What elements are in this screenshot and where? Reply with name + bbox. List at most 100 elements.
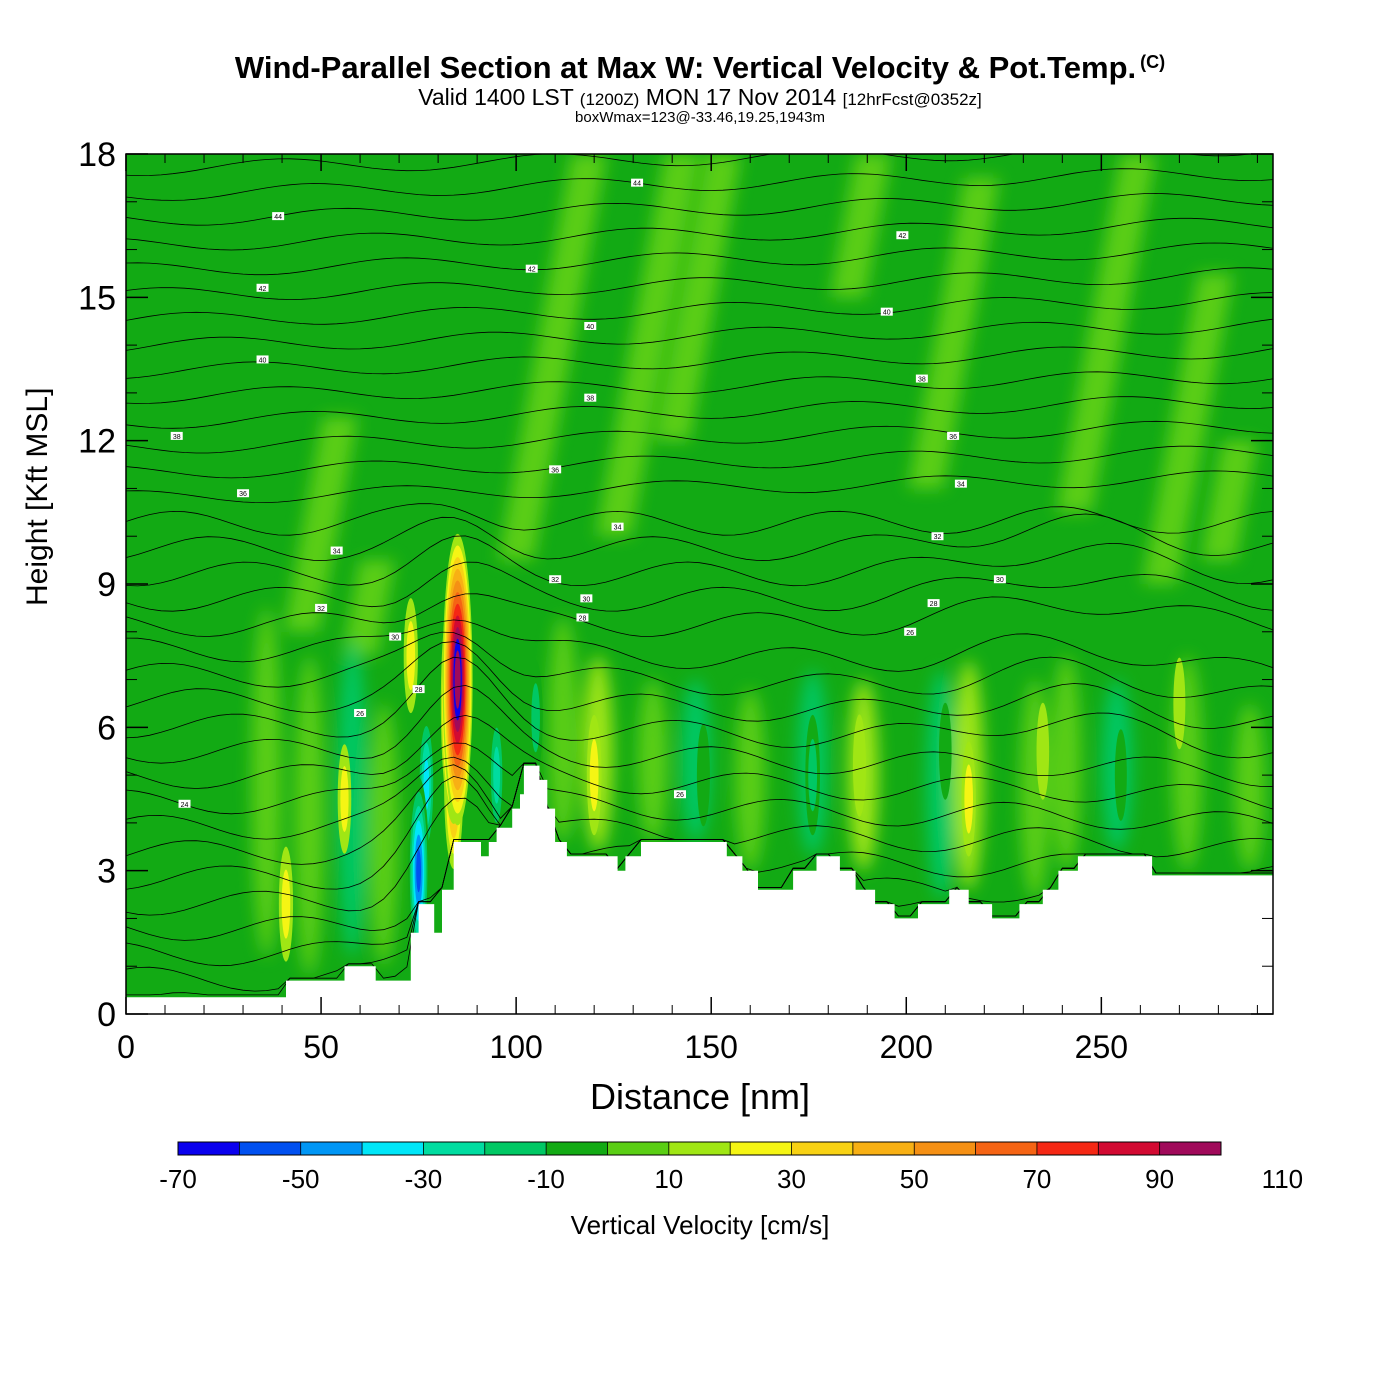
colorbar-label: Vertical Velocity [cm/s]: [570, 1210, 830, 1240]
w-cell: [964, 764, 973, 834]
isentrope-label: 26: [904, 627, 917, 637]
colorbar-swatch: [423, 1142, 485, 1155]
w-streak: [342, 560, 395, 656]
isentrope-label: 32: [315, 603, 328, 613]
isentrope-label: 34: [954, 479, 967, 489]
y-tick-label: 0: [97, 996, 116, 1034]
colorbar-swatch: [300, 1142, 363, 1155]
isentrope-line: [126, 503, 1273, 536]
isentrope-label: 30: [389, 632, 402, 642]
isentrope-label-text: 44: [274, 214, 282, 221]
isentrope-label-bg: [170, 431, 183, 440]
isentrope-label-bg: [525, 264, 538, 273]
isentrope-label: 24: [178, 799, 191, 809]
y-axis-label: Height [Kft MSL]: [21, 387, 54, 606]
w-streak: [654, 154, 742, 441]
isentrope-line: [126, 318, 1273, 351]
isentrope-label-bg: [580, 594, 593, 603]
colorbar-swatch: [791, 1142, 853, 1155]
isentrope-label-text: 42: [528, 267, 536, 274]
isentrope-label: 42: [896, 231, 909, 240]
isentrope-label: 44: [631, 178, 644, 188]
isentrope-line: [126, 631, 1273, 699]
isentrope-line: [126, 513, 1273, 561]
isentrope-label-text: 28: [930, 601, 938, 608]
y-tick-label: 15: [78, 279, 116, 317]
chart-subtitle: Valid 1400 LST (1200Z) MON 17 Nov 2014 […: [418, 84, 982, 110]
y-tick-label: 9: [97, 566, 116, 604]
w-cell: [808, 739, 818, 812]
w-streak: [1056, 154, 1156, 513]
w-band: [637, 679, 668, 842]
y-tick-label: 3: [97, 853, 116, 891]
colorbar-swatch: [1036, 1142, 1099, 1155]
w-cell: [340, 766, 349, 832]
w-streak: [498, 154, 607, 561]
colorbar-tick-label: -10: [527, 1164, 565, 1194]
isentrope-label-text: 42: [259, 286, 267, 293]
isentrope-label: 30: [993, 575, 1006, 584]
isentrope-label-bg: [412, 685, 425, 694]
colorbar-swatch: [975, 1142, 1037, 1155]
colorbar-swatch: [239, 1142, 301, 1155]
w-cell: [696, 723, 710, 827]
isentrope-label-bg: [611, 522, 624, 531]
isentrope-label: 42: [525, 264, 538, 274]
isentrope-line: [126, 371, 1273, 404]
isentrope-label-text: 26: [356, 711, 364, 718]
colorbar-swatch: [607, 1142, 669, 1155]
isentrope-label: 42: [256, 283, 269, 293]
isentrope-label-bg: [584, 322, 597, 330]
x-axis-label: Distance [nm]: [589, 1076, 811, 1117]
isentrope-label-bg: [549, 465, 562, 474]
isentrope-label-text: 34: [614, 525, 622, 532]
isentrope-label: 44: [272, 212, 285, 221]
w-cell: [852, 714, 866, 817]
colorbar-swatch: [484, 1142, 547, 1155]
w-band: [1234, 703, 1265, 871]
isentrope-label-bg: [576, 613, 589, 622]
isentrope-label: 28: [927, 599, 940, 608]
colorbar-tick-label: 110: [1262, 1164, 1303, 1194]
x-tick-label: 250: [1075, 1029, 1128, 1065]
isentrope-label-bg: [915, 374, 928, 383]
isentrope-label-bg: [272, 212, 285, 221]
isentrope-line: [126, 445, 1273, 479]
y-tick-label: 12: [78, 423, 116, 461]
isentrope-line: [126, 619, 1273, 672]
isentrope-label-text: 40: [586, 324, 594, 331]
isentrope-line: [126, 396, 1273, 429]
isentrope-label-text: 40: [883, 310, 891, 317]
isentrope-label-bg: [584, 393, 597, 402]
colorbar-swatch: [178, 1142, 240, 1155]
isentrope-label-text: 38: [918, 377, 926, 384]
w-band: [368, 703, 399, 967]
isentrope-label-text: 32: [551, 577, 559, 584]
isentrope-label: 40: [256, 355, 269, 364]
isentrope-label-text: 26: [906, 630, 914, 637]
y-tick-label: 6: [97, 709, 116, 747]
colorbar-tick-label: 90: [1145, 1164, 1174, 1194]
isentrope-label: 32: [931, 532, 944, 541]
isentrope-label: 26: [673, 790, 686, 799]
colorbar-tick-label: 10: [654, 1164, 683, 1194]
y-tick-label: 18: [78, 136, 116, 174]
copyright-mark: (C): [1140, 52, 1166, 72]
isentrope-line: [126, 684, 1273, 787]
isentrope-label-text: 30: [582, 596, 590, 603]
isentrope-label-text: 32: [934, 534, 942, 541]
colorbar-swatch: [546, 1142, 608, 1155]
colorbar-frame: [177, 1141, 1222, 1156]
isentrope-line: [126, 714, 1273, 810]
isentrope-line: [126, 742, 1273, 830]
w-cell: [1173, 657, 1186, 750]
isentrope-label: 30: [580, 594, 593, 603]
w-cell: [938, 702, 952, 800]
isentrope-label-text: 36: [949, 434, 957, 441]
isentrope-label: 28: [576, 613, 589, 622]
isentrope-labels: 44 42 40 38 36 34 32 30 28 26 24 44 42 40 38 36 34 32 30 28…: [170, 178, 1006, 809]
isentrope-label-text: 38: [586, 396, 594, 403]
isentrope-label: 28: [412, 685, 425, 694]
isentrope-label-text: 44: [633, 181, 641, 188]
